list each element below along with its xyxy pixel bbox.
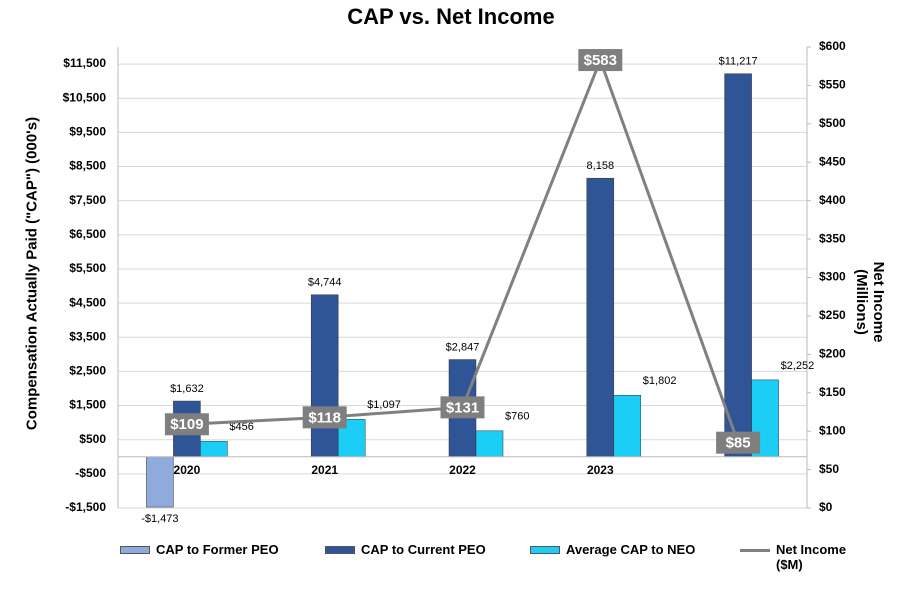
bar bbox=[475, 430, 504, 458]
bar bbox=[146, 456, 174, 508]
data-label: $760 bbox=[505, 411, 529, 423]
y-tick-label: $8,500 bbox=[69, 159, 106, 173]
bar bbox=[586, 177, 615, 458]
data-label: $109 bbox=[170, 416, 203, 433]
legend-swatch bbox=[530, 546, 560, 554]
y2-tick-label: $400 bbox=[819, 193, 846, 207]
data-label: $1,097 bbox=[367, 399, 401, 411]
bar bbox=[613, 394, 642, 458]
y2-tick-label: $250 bbox=[819, 308, 846, 322]
y2-tick-label: $0 bbox=[819, 500, 833, 514]
y-tick-label: $3,500 bbox=[69, 329, 106, 343]
bar bbox=[200, 440, 228, 458]
y2-tick-label: $300 bbox=[819, 270, 846, 284]
legend-item: Average CAP to NEO bbox=[530, 542, 695, 557]
legend-swatch bbox=[325, 546, 355, 554]
data-label: $456 bbox=[229, 421, 253, 433]
legend-swatch bbox=[740, 549, 770, 552]
x-tick-label: 2022 bbox=[449, 463, 476, 477]
y-tick-label: $10,500 bbox=[63, 90, 107, 104]
y2-tick-label: $350 bbox=[819, 231, 846, 245]
y2-tick-label: $50 bbox=[819, 462, 839, 476]
y2-tick-label: $550 bbox=[819, 78, 846, 92]
x-tick-label: 2021 bbox=[311, 463, 338, 477]
y-tick-label: -$1,500 bbox=[65, 500, 106, 514]
y-tick-label: $500 bbox=[79, 432, 106, 446]
x-tick-label: 2023 bbox=[587, 463, 614, 477]
data-label: $131 bbox=[446, 399, 479, 416]
data-label-box bbox=[164, 413, 209, 436]
bar bbox=[724, 73, 752, 458]
data-label: $118 bbox=[308, 409, 341, 426]
data-label-box bbox=[302, 406, 347, 429]
y2-tick-label: $150 bbox=[819, 385, 846, 399]
y-tick-label: -$500 bbox=[75, 466, 106, 480]
data-label-box bbox=[578, 49, 623, 72]
y-tick-label: $2,500 bbox=[69, 364, 106, 378]
data-label: $1,802 bbox=[643, 375, 677, 387]
y-tick-label: $4,500 bbox=[69, 295, 106, 309]
data-label-box bbox=[440, 396, 485, 419]
y2-tick-label: $100 bbox=[819, 423, 846, 437]
data-label: $1,632 bbox=[170, 383, 204, 395]
y-axis-title: Compensation Actually Paid ("CAP") (000'… bbox=[23, 116, 41, 431]
bar bbox=[310, 294, 339, 458]
data-label-box bbox=[716, 431, 761, 454]
legend-label: CAP to Current PEO bbox=[361, 542, 486, 557]
legend-item: CAP to Former PEO bbox=[120, 542, 279, 557]
y-tick-label: $6,500 bbox=[69, 227, 106, 241]
legend-item: Net Income ($M) bbox=[740, 542, 856, 572]
y2-tick-label: $500 bbox=[819, 116, 846, 130]
chart-title: CAP vs. Net Income bbox=[347, 4, 554, 29]
y2-tick-label: $450 bbox=[819, 154, 846, 168]
y-tick-label: $11,500 bbox=[63, 56, 106, 70]
data-label: $2,847 bbox=[446, 341, 480, 353]
data-label: $11,217 bbox=[719, 56, 758, 68]
data-label: $85 bbox=[726, 435, 751, 452]
legend-label: Average CAP to NEO bbox=[566, 542, 696, 557]
legend-label: CAP to Former PEO bbox=[156, 542, 279, 557]
y2-tick-label: $600 bbox=[819, 39, 846, 53]
data-label: $2,252 bbox=[781, 360, 815, 372]
legend-item: CAP to Current PEO bbox=[325, 542, 486, 557]
y2-tick-label: $200 bbox=[819, 347, 846, 361]
legend-label: Net Income ($M) bbox=[776, 542, 847, 572]
y-tick-label: $5,500 bbox=[69, 261, 106, 275]
legend-swatch bbox=[120, 546, 150, 554]
data-label: -$1,473 bbox=[141, 513, 178, 525]
y-tick-label: $1,500 bbox=[69, 398, 106, 412]
data-label: $583 bbox=[584, 52, 617, 69]
x-tick-label: 2020 bbox=[174, 463, 201, 477]
data-label: 8,158 bbox=[587, 160, 615, 172]
y-tick-label: $7,500 bbox=[69, 193, 106, 207]
data-label: $4,744 bbox=[308, 277, 342, 289]
y-tick-label: $9,500 bbox=[69, 125, 106, 139]
y2-axis-title: Net Income (Millions) bbox=[853, 261, 887, 343]
